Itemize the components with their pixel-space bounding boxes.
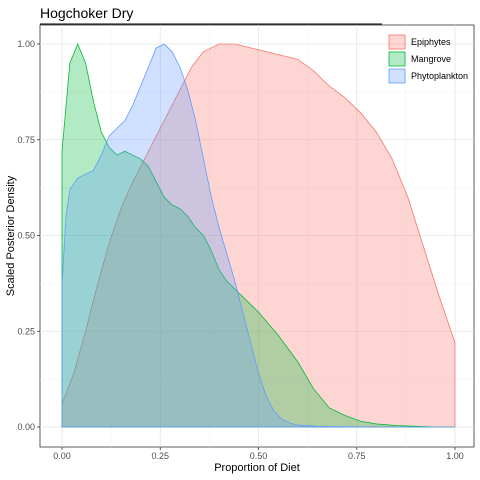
y-tick-label: 1.00 bbox=[17, 39, 35, 49]
legend-key-epiphytes bbox=[388, 34, 406, 50]
y-tick-label: 0.75 bbox=[17, 135, 35, 145]
legend-label-phytoplankton: Phytoplankton bbox=[411, 71, 468, 81]
y-tick-label: 0.25 bbox=[17, 326, 35, 336]
area-epiphytes bbox=[61, 43, 456, 428]
x-tick-label: 0.25 bbox=[151, 451, 169, 461]
x-tick-label: 1.00 bbox=[446, 451, 464, 461]
plot-panel bbox=[39, 24, 475, 448]
y-tick-labels: 0.00 0.25 0.50 0.75 1.00 bbox=[17, 39, 40, 432]
legend-key-phytoplankton bbox=[388, 68, 406, 84]
x-tick-labels: 0.00 0.25 0.50 0.75 1.00 bbox=[53, 447, 464, 461]
x-tick-label: 0.50 bbox=[250, 451, 268, 461]
density-areas bbox=[61, 42, 456, 428]
legend-key-mangrove bbox=[388, 51, 406, 67]
chart-title: Hogchoker Dry bbox=[40, 5, 133, 21]
y-tick-label: 0.00 bbox=[17, 422, 35, 432]
x-tick-label: 0.00 bbox=[53, 451, 71, 461]
y-tick-label: 0.50 bbox=[17, 231, 35, 241]
legend-label-mangrove: Mangrove bbox=[411, 54, 451, 64]
area-mangrove bbox=[61, 42, 455, 428]
x-axis-title: Proportion of Diet bbox=[214, 462, 300, 474]
legend: Epiphytes Mangrove Phytoplankton bbox=[388, 34, 468, 84]
x-tick-label: 0.75 bbox=[348, 451, 366, 461]
y-axis-title: Scaled Posterior Density bbox=[5, 175, 17, 296]
area-phytoplankton bbox=[61, 43, 455, 428]
legend-label-epiphytes: Epiphytes bbox=[411, 37, 451, 47]
